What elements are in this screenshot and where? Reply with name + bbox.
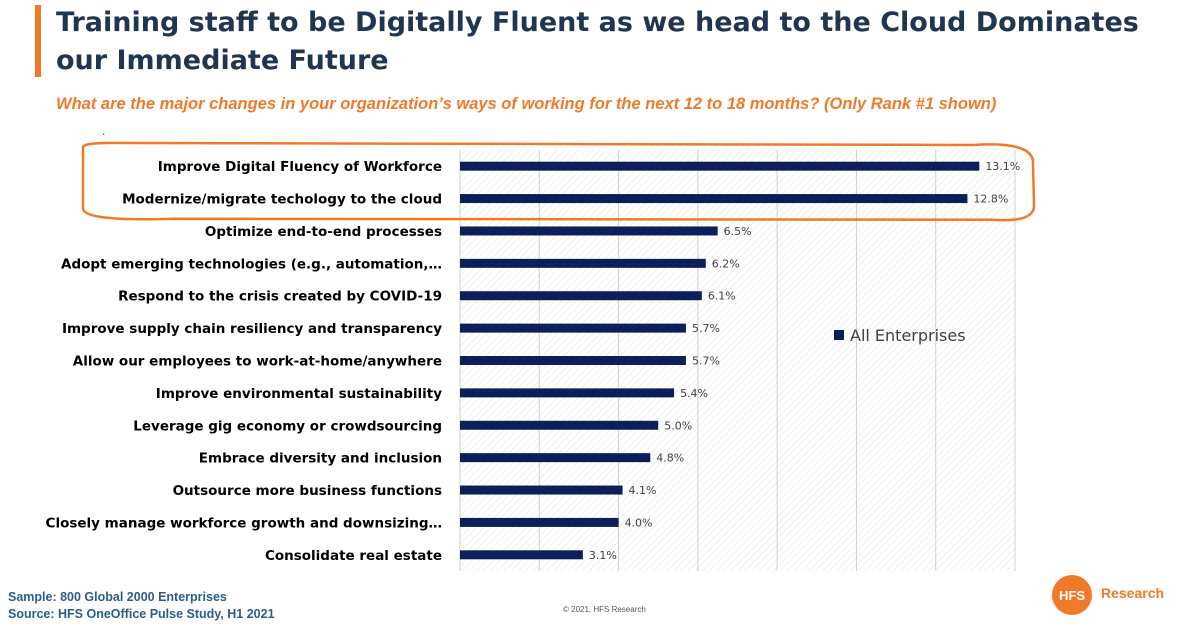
value-label: 3.1% bbox=[589, 549, 617, 562]
category-label: Embrace diversity and inclusion bbox=[199, 451, 442, 467]
category-label: Allow our employees to work-at-home/anyw… bbox=[73, 354, 442, 370]
title-accent-bar bbox=[35, 5, 41, 77]
bar bbox=[460, 388, 675, 398]
value-label: 5.4% bbox=[680, 387, 708, 400]
bar bbox=[460, 194, 968, 204]
bar bbox=[460, 356, 686, 365]
bar bbox=[460, 453, 651, 463]
value-label: 5.0% bbox=[664, 419, 692, 432]
value-label: 6.2% bbox=[712, 257, 740, 270]
value-label: 13.1% bbox=[985, 160, 1020, 173]
bar bbox=[460, 258, 706, 268]
bar bbox=[460, 485, 623, 495]
value-label: 12.8% bbox=[973, 193, 1008, 206]
highlight-box bbox=[81, 141, 1036, 222]
category-label: Improve Digital Fluency of Workforce bbox=[158, 159, 442, 175]
legend-label: All Enterprises bbox=[850, 326, 966, 345]
category-label: Adopt emerging technologies (e.g., autom… bbox=[61, 256, 442, 272]
bar bbox=[460, 517, 619, 527]
category-label: Modernize/migrate techology to the cloud bbox=[122, 192, 442, 208]
copyright-text: © 2021, HFS Research bbox=[563, 605, 646, 614]
category-label: Closely manage workforce growth and down… bbox=[46, 515, 442, 531]
source-note: Source: HFS OneOffice Pulse Study, H1 20… bbox=[8, 607, 275, 621]
value-label: 4.8% bbox=[656, 452, 684, 465]
page-title: Training staff to be Digitally Fluent as… bbox=[56, 7, 1139, 76]
legend-swatch bbox=[834, 330, 844, 340]
bar bbox=[460, 291, 702, 301]
category-label: Leverage gig economy or crowdsourcing bbox=[133, 418, 442, 434]
value-label: 6.1% bbox=[708, 290, 736, 303]
category-label: Consolidate real estate bbox=[265, 548, 442, 564]
category-label: Optimize end-to-end processes bbox=[205, 224, 442, 240]
value-label: 5.7% bbox=[692, 355, 720, 368]
value-label: 4.1% bbox=[629, 484, 657, 497]
sample-note: Sample: 800 Global 2000 Enterprises bbox=[8, 590, 227, 604]
category-label: Improve environmental sustainability bbox=[156, 386, 442, 402]
bar bbox=[460, 161, 980, 171]
bar bbox=[460, 420, 659, 430]
bar bbox=[460, 550, 583, 560]
stray-dot: . bbox=[102, 124, 106, 138]
hfs-logo-mark: HFS bbox=[1052, 575, 1092, 615]
category-label: Outsource more business functions bbox=[173, 483, 442, 499]
hfs-logo-text: Research bbox=[1101, 585, 1165, 601]
value-label: 4.0% bbox=[625, 516, 653, 529]
category-label: Respond to the crisis created by COVID-1… bbox=[118, 289, 442, 305]
category-label: Improve supply chain resiliency and tran… bbox=[62, 321, 442, 337]
page-subtitle: What are the major changes in your organ… bbox=[56, 95, 997, 113]
value-label: 5.7% bbox=[692, 322, 720, 335]
bar bbox=[460, 323, 686, 333]
bar bbox=[460, 226, 718, 236]
value-label: 6.5% bbox=[724, 225, 752, 238]
